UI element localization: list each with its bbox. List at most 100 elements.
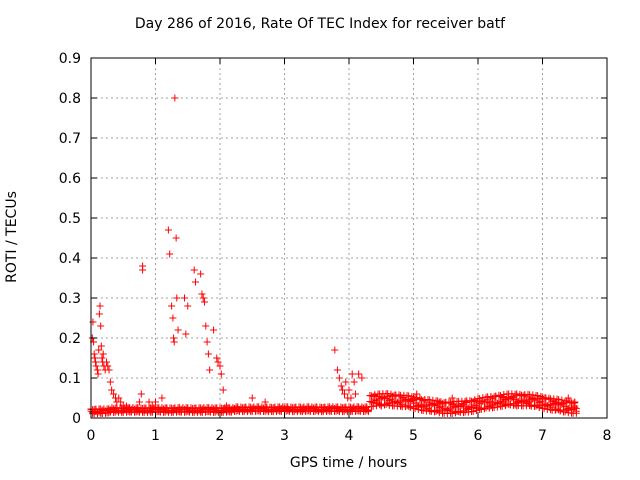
data-point xyxy=(203,338,211,346)
data-point xyxy=(382,401,390,409)
data-point xyxy=(213,354,221,362)
data-point xyxy=(217,370,225,378)
data-point xyxy=(448,394,456,402)
data-point xyxy=(206,366,214,374)
data-point xyxy=(350,378,358,386)
data-point xyxy=(219,386,227,394)
x-tick-label: 2 xyxy=(216,428,225,444)
data-point xyxy=(479,397,487,405)
data-point xyxy=(198,290,206,298)
y-tick-label: 0.6 xyxy=(59,171,81,187)
data-point xyxy=(115,394,123,402)
data-point xyxy=(539,395,546,403)
data-point xyxy=(94,370,102,378)
data-point xyxy=(173,294,181,302)
data-point xyxy=(543,402,551,410)
data-point xyxy=(505,400,513,408)
data-point xyxy=(335,374,343,382)
data-point xyxy=(535,398,543,406)
data-point xyxy=(430,401,438,409)
data-point xyxy=(190,266,198,274)
data-point xyxy=(139,266,147,274)
data-point xyxy=(170,338,178,346)
data-point xyxy=(90,350,98,358)
data-point xyxy=(358,374,366,382)
data-point xyxy=(379,393,387,401)
y-tick-label: 0.9 xyxy=(59,51,81,67)
data-point xyxy=(95,310,103,318)
data-point xyxy=(564,405,572,413)
data-point xyxy=(92,362,100,370)
data-point xyxy=(110,390,118,398)
data-point xyxy=(333,366,341,374)
data-point xyxy=(340,390,348,398)
data-point xyxy=(184,302,192,310)
data-point xyxy=(351,390,359,398)
data-point xyxy=(513,398,521,406)
data-point xyxy=(572,407,580,415)
data-point xyxy=(135,398,143,406)
x-tick-label: 1 xyxy=(151,428,160,444)
y-tick-label: 0.3 xyxy=(59,291,81,307)
data-point xyxy=(202,322,210,330)
data-point xyxy=(104,362,112,370)
data-point xyxy=(169,314,177,322)
data-point xyxy=(96,302,104,310)
data-point xyxy=(545,394,553,402)
data-point xyxy=(99,350,107,358)
data-point xyxy=(522,400,530,408)
data-point xyxy=(108,386,116,394)
data-point xyxy=(95,346,103,354)
data-point xyxy=(389,392,397,400)
y-tick-label: 0.8 xyxy=(59,91,81,107)
y-tick-label: 0 xyxy=(72,411,81,427)
data-point xyxy=(403,402,411,410)
data-point xyxy=(89,318,97,326)
data-point xyxy=(553,405,561,413)
data-point xyxy=(182,330,190,338)
data-point xyxy=(366,398,374,406)
data-point xyxy=(158,394,166,402)
data-point xyxy=(355,370,363,378)
data-point xyxy=(571,404,579,412)
data-point xyxy=(197,270,205,278)
data-point xyxy=(117,398,125,406)
data-point xyxy=(91,354,99,362)
x-tick-label: 0 xyxy=(87,428,96,444)
data-point xyxy=(210,326,218,334)
data-point xyxy=(416,395,424,403)
data-point xyxy=(201,298,209,306)
data-point xyxy=(204,350,212,358)
data-point xyxy=(106,378,114,386)
data-point xyxy=(174,326,182,334)
data-point xyxy=(342,378,350,386)
data-point xyxy=(170,334,178,342)
data-point xyxy=(214,358,222,366)
data-point xyxy=(199,294,207,302)
chart-title: Day 286 of 2016, Rate Of TEC Index for r… xyxy=(134,16,506,32)
data-point xyxy=(97,342,105,350)
data-point xyxy=(92,358,100,366)
data-point xyxy=(171,94,179,102)
data-point xyxy=(348,370,356,378)
data-point xyxy=(371,396,379,404)
data-point xyxy=(97,322,105,330)
x-axis-label: GPS time / hours xyxy=(289,455,408,471)
y-tick-label: 0.5 xyxy=(59,211,81,227)
data-point xyxy=(345,386,353,394)
data-point xyxy=(248,394,256,402)
data-point xyxy=(137,390,145,398)
data-point xyxy=(347,394,355,402)
x-tick-label: 4 xyxy=(345,428,354,444)
data-point xyxy=(98,354,106,362)
y-tick-label: 0.1 xyxy=(59,371,81,387)
data-point xyxy=(427,406,435,414)
data-point xyxy=(152,398,159,406)
data-point xyxy=(102,358,110,366)
data-point xyxy=(331,346,339,354)
x-tick-label: 6 xyxy=(474,428,483,444)
data-point xyxy=(364,406,372,414)
data-point xyxy=(172,234,180,242)
data-point xyxy=(439,400,447,408)
